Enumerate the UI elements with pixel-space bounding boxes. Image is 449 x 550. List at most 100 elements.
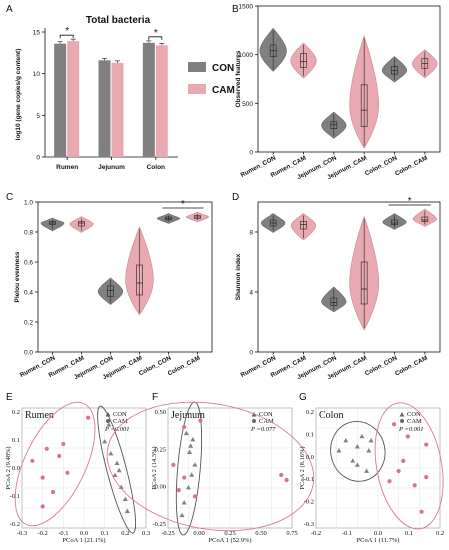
y-axis-label: PCoA 2 (14.3%) (151, 446, 158, 489)
point-con (187, 449, 193, 455)
box (78, 221, 85, 227)
legend-marker-cam (252, 419, 256, 423)
sig-bracket (148, 36, 163, 40)
legend-marker-cam (106, 419, 110, 423)
point-con (343, 437, 349, 443)
plot-title: Jejunum (171, 410, 205, 421)
y-tick-label: 0 (249, 350, 253, 357)
x-tick-label: Colon_CAM (167, 355, 202, 378)
x-tick-label: Jejunum (98, 164, 125, 171)
y-tick-label: -0.1 (304, 476, 314, 483)
point-cam (424, 442, 429, 447)
ellipse-cam (14, 401, 96, 527)
y-axis-label: PCoA 2 (9.48%) (5, 446, 12, 489)
x-tick-label: -0.1 (58, 530, 68, 537)
panel-letter-A: A (6, 4, 13, 15)
y-tick-label: -0.25 (152, 521, 166, 528)
point-cam (192, 494, 198, 499)
box (391, 219, 398, 225)
point-cam (412, 483, 417, 488)
p-value: P =0.001 (398, 426, 424, 433)
ellipse-con (330, 421, 386, 482)
panel-letter-C: C (6, 192, 13, 203)
x-tick-label: Colon_CAM (394, 155, 429, 178)
x-tick-label: Rumen (56, 164, 78, 171)
point-con (368, 437, 374, 443)
point-con (124, 508, 130, 513)
x-tick-label: 0.0 (80, 530, 88, 537)
point-con (192, 462, 198, 467)
y-axis-label: PCoA 2 (8.16%) (299, 446, 306, 489)
y-tick-label: 1.0 (24, 200, 33, 207)
y-tick-label: 10 (33, 71, 41, 78)
x-tick-label: 0.75 (286, 530, 297, 537)
point-con (102, 439, 108, 444)
point-con (366, 448, 372, 453)
point-con (354, 444, 360, 449)
plot-frame (257, 5, 441, 153)
y-tick-label: 1500 (239, 4, 254, 11)
box (300, 53, 307, 68)
plot-title: Rumen (25, 410, 54, 421)
point-cam (176, 488, 181, 493)
point-cam (396, 468, 401, 474)
y-axis-label: log10 (gene copies/g content) (15, 49, 22, 141)
y-tick-label: 0.0 (24, 350, 33, 357)
x-tick-label: 0.2 (436, 530, 444, 537)
point-con (106, 422, 112, 427)
y-tick-label: 0.2 (12, 409, 20, 416)
point-con (359, 433, 365, 439)
bar-con-rumen (54, 43, 67, 157)
point-cam (57, 453, 62, 459)
box (107, 285, 114, 297)
sig-star: * (181, 199, 185, 210)
legend-label-con: CON (407, 411, 421, 418)
y-tick-label: 500 (242, 101, 253, 108)
panel-letter-E: E (6, 392, 13, 403)
x-tick-label: 0.25 (224, 530, 235, 537)
legend-label-con: CON (259, 411, 273, 418)
ellipse-cam (106, 401, 315, 532)
point-cam (44, 446, 49, 451)
point-con (122, 496, 128, 501)
point-con (108, 451, 114, 456)
y-tick-label: 0.2 (24, 320, 33, 327)
y-tick-label: 4 (249, 290, 253, 297)
point-cam (284, 477, 289, 483)
x-tick-label: 0.00 (193, 530, 204, 537)
y-tick-label: 0.4 (24, 290, 33, 297)
y-tick-label: 0.00 (155, 484, 166, 491)
x-tick-label: -0.25 (161, 530, 175, 537)
x-tick-label: Colon_CON (364, 154, 399, 177)
point-cam (401, 458, 406, 463)
point-con (112, 472, 118, 477)
point-cam (387, 479, 392, 484)
bar-cam-jejunum (111, 62, 124, 158)
point-con (189, 472, 195, 477)
point-con (350, 458, 356, 463)
x-tick-label: Colon (147, 164, 165, 171)
x-tick-label: -0.3 (17, 530, 27, 537)
y-tick-label: -0.3 (304, 521, 314, 528)
x-axis-label: PCoA 1 (11.7%) (357, 537, 400, 544)
bar-cam-rumen (67, 41, 80, 157)
point-cam (198, 418, 203, 423)
point-cam (182, 424, 187, 430)
legend-label-con: CON (212, 63, 234, 74)
legend-label-cam: CAM (259, 418, 274, 425)
y-tick-label: 0.1 (306, 431, 314, 438)
ellipse-cam (374, 402, 444, 530)
y-tick-label: 0.2 (306, 409, 314, 416)
box (136, 264, 143, 296)
legend-marker-con (399, 412, 405, 417)
bar-con-jejunum (98, 60, 111, 158)
legend-swatch-con (188, 62, 206, 72)
p-value: P =0.077 (250, 426, 276, 433)
x-tick-label: 0.1 (405, 530, 413, 537)
panel-letter-D: D (232, 192, 239, 203)
y-tick-label: -0.2 (304, 499, 314, 506)
legend-marker-con (251, 412, 257, 417)
x-axis-label: PCoA 1 (52.9%) (208, 537, 251, 544)
y-axis-label: Pielou evenness (14, 251, 21, 302)
